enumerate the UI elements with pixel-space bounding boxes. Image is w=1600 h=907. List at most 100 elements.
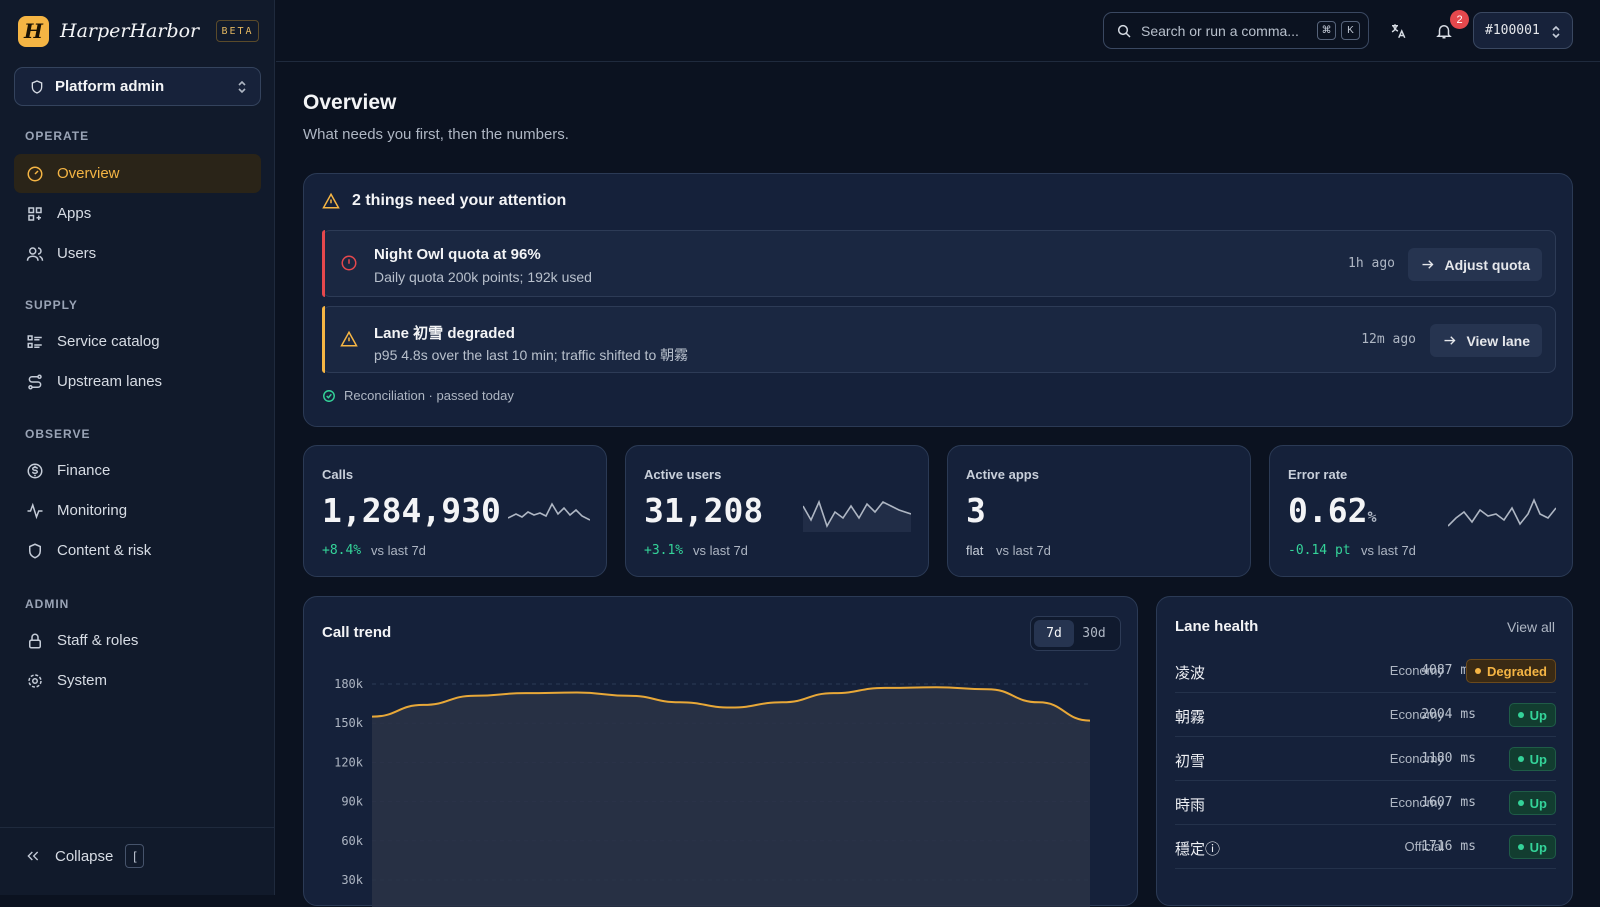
sidebar-item-label: Apps xyxy=(57,205,92,222)
alert-time: 1h ago xyxy=(1348,256,1395,271)
lane-latency: 1180 ms xyxy=(1421,751,1476,766)
chevron-updown-icon xyxy=(238,80,246,94)
sidebar-item-label: System xyxy=(57,672,108,689)
notification-count-badge: 2 xyxy=(1450,10,1469,29)
sidebar-item-label: Finance xyxy=(57,462,111,479)
lane-row[interactable]: 朝霧 Economy 2004 ms Up xyxy=(1175,693,1556,737)
bell-icon[interactable] xyxy=(1432,19,1456,43)
sidebar-item-service-catalog[interactable]: Service catalog xyxy=(14,322,261,361)
section-title-admin: ADMIN xyxy=(25,597,70,611)
kpi-value-number: 31,208 xyxy=(644,491,764,530)
kpi-value: 0.62% xyxy=(1288,491,1377,530)
sidebar-item-users[interactable]: Users xyxy=(14,234,261,273)
kpi-label: Error rate xyxy=(1288,467,1348,482)
kpi-card-active-users[interactable]: Active users 31,208 +3.1% vs last 7d xyxy=(625,445,929,577)
sidebar-item-content-risk[interactable]: Content & risk xyxy=(14,531,261,570)
dollar-circle-icon xyxy=(25,461,45,481)
arrow-right-icon xyxy=(1422,260,1434,269)
status-dot xyxy=(1517,800,1524,806)
trend-line xyxy=(371,686,1091,722)
kpi-sparkline xyxy=(1448,497,1556,527)
lane-name: 穩定ⓘ xyxy=(1175,841,1221,858)
alert-title: Night Owl quota at 96% xyxy=(374,246,541,263)
sidebar-item-monitoring[interactable]: Monitoring xyxy=(14,491,261,530)
catalog-list-icon xyxy=(25,332,45,352)
view-lane-label: View lane xyxy=(1466,332,1530,349)
kpi-comparison: vs last 7d xyxy=(1361,543,1416,558)
sidebar-item-label: Monitoring xyxy=(57,502,128,519)
lane-status-label: Degraded xyxy=(1487,663,1547,679)
apps-grid-icon xyxy=(25,204,45,224)
kpi-card-active-apps[interactable]: Active apps 3 flat vs last 7d xyxy=(947,445,1251,577)
shield-icon xyxy=(25,541,45,561)
lane-name: 朝霧 xyxy=(1175,709,1206,726)
lane-row[interactable]: 初雪 Economy 1180 ms Up xyxy=(1175,737,1556,781)
lane-tier: Economy xyxy=(1389,663,1444,678)
lane-row[interactable]: 穩定ⓘ Official 1716 ms Up xyxy=(1175,825,1556,869)
lane-status-label: Up xyxy=(1529,795,1547,811)
adjust-quota-label: Adjust quota xyxy=(1444,256,1530,273)
lane-status-label: Up xyxy=(1529,751,1547,767)
page-title: Overview xyxy=(303,91,397,114)
kpi-value: 31,208 xyxy=(644,491,763,530)
chevron-updown-icon xyxy=(1552,25,1560,39)
shield-icon xyxy=(31,79,43,94)
status-dot xyxy=(1517,844,1524,850)
gauge-icon xyxy=(25,164,45,184)
lane-row[interactable]: 時雨 Economy 1607 ms Up xyxy=(1175,781,1556,825)
sidebar-item-label: Service catalog xyxy=(57,333,160,350)
tenant-switcher[interactable]: #100001 xyxy=(1473,12,1573,49)
kpi-card-calls[interactable]: Calls 1,284,930 +8.4% vs last 7d xyxy=(303,445,607,577)
lane-health-card: Lane health View all 凌波 Economy 4087 ms Deg… xyxy=(1156,596,1573,906)
users-icon xyxy=(25,244,45,264)
shortcut-key-k: K xyxy=(1341,21,1360,40)
sidebar-item-label: Users xyxy=(57,245,97,262)
sidebar-item-staff-roles[interactable]: Staff & roles xyxy=(14,621,261,660)
lane-row[interactable]: 凌波 Economy 4087 ms Degraded xyxy=(1175,649,1556,693)
kpi-unit: % xyxy=(1367,508,1377,526)
kpi-comparison: vs last 7d xyxy=(996,543,1051,558)
adjust-quota-button[interactable]: Adjust quota xyxy=(1408,248,1542,281)
range-option-7d[interactable]: 7d xyxy=(1034,620,1074,647)
sidebar-item-system[interactable]: System xyxy=(14,661,261,700)
kpi-comparison: vs last 7d xyxy=(693,543,748,558)
sidebar-item-label: Staff & roles xyxy=(57,632,139,649)
search-placeholder: Search or run a comma... xyxy=(1141,22,1299,39)
sidebar-item-overview[interactable]: Overview xyxy=(14,154,261,193)
attention-heading: 2 things need your attention xyxy=(352,192,567,209)
lane-tier: Economy xyxy=(1389,795,1444,810)
org-switcher[interactable]: Platform admin xyxy=(14,67,261,106)
shortcut-key-cmd: ⌘ xyxy=(1317,21,1336,40)
view-all-link[interactable]: View all xyxy=(1507,619,1555,635)
gear-icon xyxy=(25,671,45,691)
lane-name: 時雨 xyxy=(1175,797,1206,814)
sidebar-item-upstream-lanes[interactable]: Upstream lanes xyxy=(14,362,261,401)
collapse-button[interactable]: Collapse [ xyxy=(25,844,145,868)
range-option-30d[interactable]: 30d xyxy=(1082,626,1106,641)
search-icon xyxy=(1117,24,1131,38)
sidebar-item-apps[interactable]: Apps xyxy=(14,194,261,233)
status-dot xyxy=(1517,756,1524,762)
lane-name: 凌波 xyxy=(1175,665,1206,682)
kpi-card-error-rate[interactable]: Error rate 0.62% -0.14 pt vs last 7d xyxy=(1269,445,1573,577)
org-switcher-label: Platform admin xyxy=(55,78,165,95)
lock-icon xyxy=(25,631,45,651)
sidebar-footer: Collapse [ xyxy=(0,827,275,895)
attention-panel: 2 things need your attention Night Owl q… xyxy=(303,173,1573,427)
alert-time: 12m ago xyxy=(1361,332,1416,347)
kpi-label: Calls xyxy=(322,467,354,482)
page-subtitle: What needs you first, then the numbers. xyxy=(303,126,569,143)
view-lane-button[interactable]: View lane xyxy=(1430,324,1542,357)
sidebar-item-finance[interactable]: Finance xyxy=(14,451,261,490)
arrow-right-icon xyxy=(1444,336,1456,345)
alert-description: Daily quota 200k points; 192k used xyxy=(374,269,592,285)
activity-icon xyxy=(25,501,45,521)
kpi-label: Active users xyxy=(644,467,722,482)
tenant-id: #100001 xyxy=(1485,23,1540,38)
sidebar-item-label: Upstream lanes xyxy=(57,373,163,390)
brand[interactable]: H HarperHarbor xyxy=(18,15,199,47)
command-search[interactable]: Search or run a comma... ⌘ K xyxy=(1103,12,1369,49)
translate-icon[interactable] xyxy=(1386,19,1410,43)
kpi-delta: +8.4% xyxy=(322,543,362,558)
status-dot xyxy=(1475,668,1482,674)
